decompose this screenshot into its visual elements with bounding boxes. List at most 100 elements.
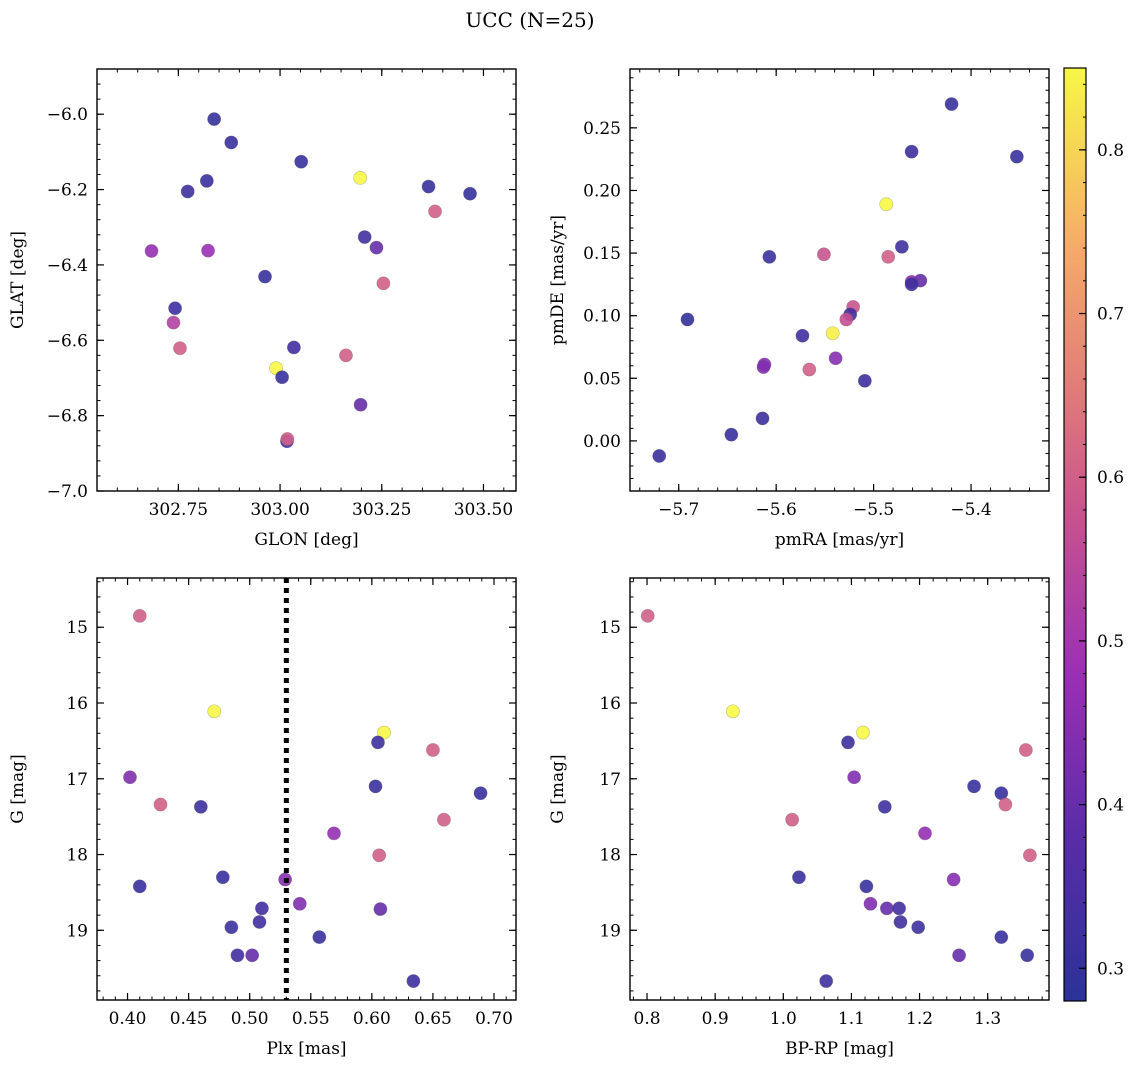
scatter-point — [353, 170, 368, 185]
y-tick-label: 0.25 — [583, 119, 621, 139]
colorbar-tick-label: 0.6 — [1097, 468, 1124, 488]
colorbar-tick-label: 0.5 — [1097, 632, 1124, 652]
scatter-point — [994, 930, 1009, 945]
scatter-point — [911, 920, 926, 935]
x-tick-label: 0.50 — [231, 1009, 269, 1029]
x-tick-label: −5.4 — [950, 500, 991, 520]
scatter-point — [1018, 743, 1033, 757]
scatter-point — [652, 449, 667, 463]
x-tick-label: 0.65 — [414, 1009, 452, 1029]
axes-frame — [96, 577, 517, 1001]
y-tick-label: −6.2 — [47, 181, 88, 201]
x-axis-label: Plx [mas] — [266, 1039, 346, 1059]
scatter-point — [166, 315, 181, 330]
y-tick-label: 15 — [66, 618, 88, 638]
scatter-point — [817, 247, 831, 262]
scatter-point — [428, 204, 442, 219]
scatter-point — [258, 269, 272, 284]
y-tick-label: 19 — [66, 921, 88, 941]
y-tick-label: 16 — [599, 694, 621, 714]
x-tick-label: 0.70 — [475, 1009, 513, 1029]
scatter-point — [847, 770, 862, 785]
y-tick-label: 15 — [599, 618, 621, 638]
x-tick-label: 1.1 — [838, 1009, 865, 1029]
y-axis-label: pmDE [mas/yr] — [548, 215, 568, 345]
y-tick-label: 16 — [66, 694, 88, 714]
scatter-point — [967, 779, 981, 794]
scatter-point — [255, 901, 269, 916]
scatter-point — [286, 340, 301, 355]
scatter-point — [893, 915, 908, 929]
x-tick-label: 0.9 — [702, 1009, 729, 1029]
colorbar-tick-label: 0.8 — [1097, 141, 1124, 161]
y-tick-label: −6.6 — [47, 331, 88, 351]
scatter-point — [756, 360, 771, 374]
scatter-point — [207, 112, 222, 127]
scatter-point — [201, 243, 215, 258]
y-axis-label: GLAT [deg] — [8, 231, 28, 329]
scatter-point — [376, 276, 391, 291]
scatter-point — [879, 197, 894, 212]
scatter-point — [280, 432, 295, 446]
scatter-point — [857, 373, 872, 388]
scatter-point — [841, 735, 855, 750]
scatter-point — [371, 735, 385, 750]
scatter-point — [795, 328, 810, 343]
scatter-point — [944, 97, 959, 111]
x-tick-label: 1.0 — [770, 1009, 797, 1029]
scatter-point — [904, 144, 919, 159]
x-tick-label: 0.60 — [353, 1009, 391, 1029]
y-tick-label: 18 — [599, 846, 621, 866]
scatter-point — [199, 174, 214, 188]
scatter-point — [339, 348, 353, 363]
scatter-point — [353, 397, 368, 412]
x-tick-label: 0.45 — [170, 1009, 208, 1029]
scatter-point — [312, 930, 327, 945]
axes-frame — [629, 577, 1050, 1001]
y-tick-label: 0.15 — [583, 244, 621, 264]
scatter-point — [230, 948, 245, 963]
scatter-point — [215, 870, 230, 885]
scatter-point — [245, 948, 260, 963]
scatter-point — [856, 725, 870, 740]
scatter-point — [839, 312, 854, 327]
x-tick-label: 1.3 — [974, 1009, 1001, 1029]
x-tick-label: 0.8 — [634, 1009, 661, 1029]
scatter-point — [828, 351, 843, 366]
colorbar-tick-label: 0.4 — [1097, 796, 1124, 816]
scatter-point — [132, 608, 147, 623]
scatter-point — [292, 896, 307, 911]
scatter-point — [755, 411, 770, 426]
scatter-point — [724, 427, 739, 442]
x-tick-label: 302.75 — [149, 500, 208, 520]
scatter-point — [463, 186, 477, 201]
panel-color-magnitude: 0.8 0.9 1.0 1.1 1.2 1.3 15 16 17 18 19 BP-RP [mag] G… — [548, 577, 1050, 1059]
scatter-point — [904, 277, 919, 292]
scatter-point — [368, 779, 383, 794]
scatter-point — [725, 704, 740, 719]
scatter-point — [207, 704, 222, 719]
x-tick-label: 303.25 — [352, 500, 411, 520]
y-tick-label: −6.8 — [47, 407, 88, 427]
scatter-point — [918, 826, 932, 841]
x-tick-label: 0.40 — [109, 1009, 147, 1029]
scatter-point — [1009, 149, 1024, 164]
y-tick-label: 19 — [599, 921, 621, 941]
colorbar: 0.3 0.4 0.5 0.6 0.7 0.8 — [1063, 67, 1124, 1002]
x-tick-label: 303.50 — [454, 500, 513, 520]
x-tick-label: 0.55 — [292, 1009, 330, 1029]
scatter-point — [894, 239, 909, 254]
scatter-point — [373, 902, 388, 916]
panel-parallax-magnitude: 0.40 0.45 0.50 0.55 0.60 0.65 0.70 15 16 17 18 19 Pl… — [8, 577, 517, 1059]
scatter-point — [426, 743, 440, 757]
scatter-point — [123, 770, 137, 785]
y-axis-label: G [mag] — [548, 754, 568, 823]
scatter-point — [998, 797, 1013, 812]
x-axis-label: pmRA [mas/yr] — [775, 530, 904, 550]
scatter-point — [946, 872, 961, 887]
panel-position: 302.75 303.00 303.25 303.50 −7.0 −6.8 −6.6 −6.4… — [8, 68, 517, 550]
axes-frame — [96, 68, 517, 492]
scatter-point — [1023, 848, 1037, 863]
scatter-point — [879, 901, 894, 916]
